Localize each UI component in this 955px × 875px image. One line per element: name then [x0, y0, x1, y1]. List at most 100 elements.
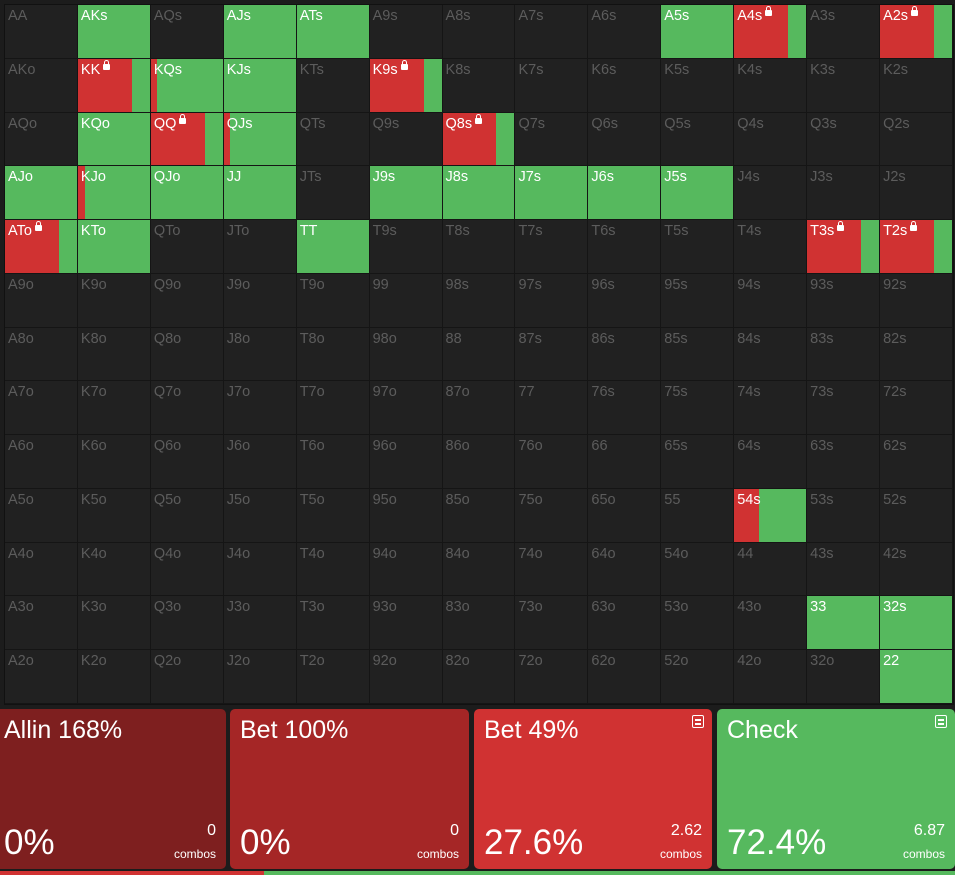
- hand-cell-93o[interactable]: 93o: [369, 596, 443, 651]
- hand-cell-53s[interactable]: 53s: [807, 488, 881, 543]
- hand-cell-A9s[interactable]: A9s: [369, 5, 443, 59]
- hand-cell-33[interactable]: 33: [807, 596, 881, 651]
- hand-cell-93s[interactable]: 93s: [807, 273, 881, 328]
- hand-cell-KTs[interactable]: KTs: [296, 58, 370, 113]
- hand-cell-97o[interactable]: 97o: [369, 381, 443, 436]
- hand-cell-AQo[interactable]: AQo: [5, 112, 78, 167]
- hand-cell-AQs[interactable]: AQs: [150, 5, 224, 59]
- hand-cell-Q9o[interactable]: Q9o: [150, 273, 224, 328]
- hand-cell-T3o[interactable]: T3o: [296, 596, 370, 651]
- hand-cell-43o[interactable]: 43o: [734, 596, 808, 651]
- hand-cell-T6o[interactable]: T6o: [296, 435, 370, 489]
- hand-cell-A8s[interactable]: A8s: [442, 5, 516, 59]
- hand-cell-A6o[interactable]: A6o: [5, 435, 78, 489]
- hand-cell-K6o[interactable]: K6o: [77, 435, 151, 489]
- hand-cell-A2o[interactable]: A2o: [5, 650, 78, 704]
- hand-cell-Q7s[interactable]: Q7s: [515, 112, 589, 167]
- hand-cell-AJs[interactable]: AJs: [223, 5, 297, 59]
- hand-cell-94s[interactable]: 94s: [734, 273, 808, 328]
- notes-icon[interactable]: [935, 715, 947, 728]
- hand-cell-K8o[interactable]: K8o: [77, 327, 151, 382]
- hand-cell-Q2s[interactable]: Q2s: [880, 112, 953, 167]
- hand-cell-Q9s[interactable]: Q9s: [369, 112, 443, 167]
- hand-cell-KQs[interactable]: KQs: [150, 58, 224, 113]
- hand-cell-98s[interactable]: 98s: [442, 273, 516, 328]
- hand-cell-A4o[interactable]: A4o: [5, 542, 78, 597]
- hand-cell-T9o[interactable]: T9o: [296, 273, 370, 328]
- hand-cell-A2s[interactable]: A2s: [880, 5, 953, 59]
- hand-cell-77[interactable]: 77: [515, 381, 589, 436]
- hand-cell-J9s[interactable]: J9s: [369, 166, 443, 221]
- hand-cell-75o[interactable]: 75o: [515, 488, 589, 543]
- hand-cell-ATo[interactable]: ATo: [5, 220, 78, 274]
- hand-cell-K2s[interactable]: K2s: [880, 58, 953, 113]
- hand-cell-T5s[interactable]: T5s: [661, 220, 735, 274]
- hand-cell-66[interactable]: 66: [588, 435, 662, 489]
- hand-cell-92s[interactable]: 92s: [880, 273, 953, 328]
- hand-cell-72s[interactable]: 72s: [880, 381, 953, 436]
- hand-cell-KTo[interactable]: KTo: [77, 220, 151, 274]
- hand-cell-J4s[interactable]: J4s: [734, 166, 808, 221]
- hand-cell-T5o[interactable]: T5o: [296, 488, 370, 543]
- hand-cell-84s[interactable]: 84s: [734, 327, 808, 382]
- hand-cell-A3s[interactable]: A3s: [807, 5, 881, 59]
- hand-cell-65s[interactable]: 65s: [661, 435, 735, 489]
- hand-cell-AKo[interactable]: AKo: [5, 58, 78, 113]
- hand-cell-Q8s[interactable]: Q8s: [442, 112, 516, 167]
- hand-cell-QTs[interactable]: QTs: [296, 112, 370, 167]
- hand-cell-T6s[interactable]: T6s: [588, 220, 662, 274]
- hand-cell-A9o[interactable]: A9o: [5, 273, 78, 328]
- hand-cell-T8s[interactable]: T8s: [442, 220, 516, 274]
- hand-cell-Q8o[interactable]: Q8o: [150, 327, 224, 382]
- hand-cell-Q7o[interactable]: Q7o: [150, 381, 224, 436]
- action-check[interactable]: Check 72.4% 6.87 combos: [717, 709, 955, 869]
- hand-cell-K3s[interactable]: K3s: [807, 58, 881, 113]
- hand-cell-73o[interactable]: 73o: [515, 596, 589, 651]
- hand-cell-86s[interactable]: 86s: [588, 327, 662, 382]
- hand-cell-T4o[interactable]: T4o: [296, 542, 370, 597]
- hand-cell-Q3s[interactable]: Q3s: [807, 112, 881, 167]
- hand-cell-Q4s[interactable]: Q4s: [734, 112, 808, 167]
- action-bet-49[interactable]: Bet 49% 27.6% 2.62 combos: [474, 709, 712, 869]
- hand-cell-T9s[interactable]: T9s: [369, 220, 443, 274]
- hand-cell-32o[interactable]: 32o: [807, 650, 881, 704]
- action-bet-100[interactable]: Bet 100% 0% 0 combos: [230, 709, 469, 869]
- hand-cell-A3o[interactable]: A3o: [5, 596, 78, 651]
- hand-cell-KJs[interactable]: KJs: [223, 58, 297, 113]
- hand-cell-87o[interactable]: 87o: [442, 381, 516, 436]
- hand-cell-T2o[interactable]: T2o: [296, 650, 370, 704]
- hand-cell-T4s[interactable]: T4s: [734, 220, 808, 274]
- hand-cell-94o[interactable]: 94o: [369, 542, 443, 597]
- hand-cell-KJo[interactable]: KJo: [77, 166, 151, 221]
- hand-cell-64o[interactable]: 64o: [588, 542, 662, 597]
- hand-cell-95s[interactable]: 95s: [661, 273, 735, 328]
- hand-cell-K4o[interactable]: K4o: [77, 542, 151, 597]
- hand-cell-84o[interactable]: 84o: [442, 542, 516, 597]
- hand-cell-KK[interactable]: KK: [77, 58, 151, 113]
- hand-cell-65o[interactable]: 65o: [588, 488, 662, 543]
- hand-cell-52o[interactable]: 52o: [661, 650, 735, 704]
- hand-cell-K5s[interactable]: K5s: [661, 58, 735, 113]
- hand-cell-QJs[interactable]: QJs: [223, 112, 297, 167]
- hand-cell-JJ[interactable]: JJ: [223, 166, 297, 221]
- hand-cell-83s[interactable]: 83s: [807, 327, 881, 382]
- hand-cell-JTo[interactable]: JTo: [223, 220, 297, 274]
- hand-cell-K9o[interactable]: K9o: [77, 273, 151, 328]
- hand-cell-Q5o[interactable]: Q5o: [150, 488, 224, 543]
- hand-cell-AJo[interactable]: AJo: [5, 166, 78, 221]
- hand-cell-Q3o[interactable]: Q3o: [150, 596, 224, 651]
- hand-cell-T3s[interactable]: T3s: [807, 220, 881, 274]
- hand-cell-K9s[interactable]: K9s: [369, 58, 443, 113]
- hand-cell-QJo[interactable]: QJo: [150, 166, 224, 221]
- hand-cell-K3o[interactable]: K3o: [77, 596, 151, 651]
- hand-cell-44[interactable]: 44: [734, 542, 808, 597]
- action-allin[interactable]: Allin 168% 0% 0 combos: [0, 709, 226, 869]
- hand-cell-55[interactable]: 55: [661, 488, 735, 543]
- hand-cell-96s[interactable]: 96s: [588, 273, 662, 328]
- hand-cell-K8s[interactable]: K8s: [442, 58, 516, 113]
- hand-cell-J6o[interactable]: J6o: [223, 435, 297, 489]
- hand-cell-K2o[interactable]: K2o: [77, 650, 151, 704]
- hand-cell-85s[interactable]: 85s: [661, 327, 735, 382]
- hand-cell-97s[interactable]: 97s: [515, 273, 589, 328]
- hand-cell-42o[interactable]: 42o: [734, 650, 808, 704]
